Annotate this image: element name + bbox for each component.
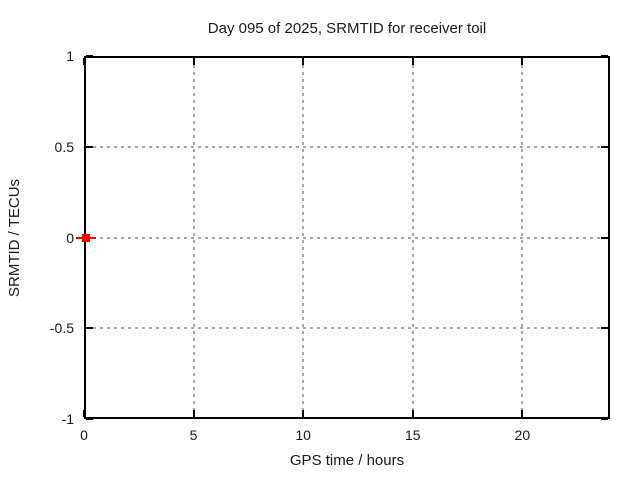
x-tick-mark-top bbox=[521, 58, 524, 65]
v-gridline bbox=[411, 58, 414, 417]
chart-title: Day 095 of 2025, SRMTID for receiver toi… bbox=[207, 20, 487, 37]
y-tick-label: -1 bbox=[61, 411, 74, 427]
y-tick-label: 0 bbox=[66, 229, 74, 246]
y-tick-mark-right bbox=[601, 236, 608, 239]
data-point bbox=[82, 233, 91, 242]
x-tick-label: 20 bbox=[514, 427, 531, 443]
y-tick-mark-left bbox=[86, 145, 93, 148]
y-tick-mark-left bbox=[86, 55, 93, 57]
x-tick-mark-bottom bbox=[192, 410, 195, 417]
x-tick-mark-bottom bbox=[302, 410, 305, 417]
x-tick-mark-bottom bbox=[411, 410, 414, 417]
x-tick-label: 5 bbox=[189, 427, 198, 443]
x-tick-mark-bottom bbox=[83, 410, 85, 417]
v-gridline bbox=[302, 58, 305, 417]
y-tick-mark-right bbox=[601, 418, 608, 420]
x-tick-mark-top bbox=[302, 58, 305, 65]
y-tick-mark-left bbox=[86, 327, 93, 330]
x-tick-label: 10 bbox=[295, 427, 311, 443]
x-tick-mark-bottom bbox=[521, 410, 524, 417]
x-tick-mark-top bbox=[411, 58, 414, 65]
y-tick-mark-right bbox=[601, 327, 608, 330]
x-axis-label: GPS time / hours bbox=[289, 452, 405, 469]
y-tick-mark-right bbox=[601, 55, 608, 57]
plot-border bbox=[84, 56, 610, 419]
x-tick-label: 15 bbox=[404, 427, 421, 443]
x-tick-label: 0 bbox=[80, 427, 88, 443]
h-gridline bbox=[86, 236, 608, 239]
h-gridline bbox=[86, 327, 608, 330]
y-tick-mark-left bbox=[86, 418, 93, 420]
v-gridline bbox=[521, 58, 524, 417]
y-tick-label: 1 bbox=[66, 48, 74, 64]
x-tick-mark-top bbox=[83, 58, 85, 65]
y-tick-label: 0.5 bbox=[54, 138, 74, 155]
y-tick-mark-right bbox=[601, 145, 608, 148]
x-tick-mark-top bbox=[192, 58, 195, 65]
v-gridline bbox=[192, 58, 195, 417]
h-gridline bbox=[86, 145, 608, 148]
y-tick-label: -0.5 bbox=[49, 320, 74, 337]
